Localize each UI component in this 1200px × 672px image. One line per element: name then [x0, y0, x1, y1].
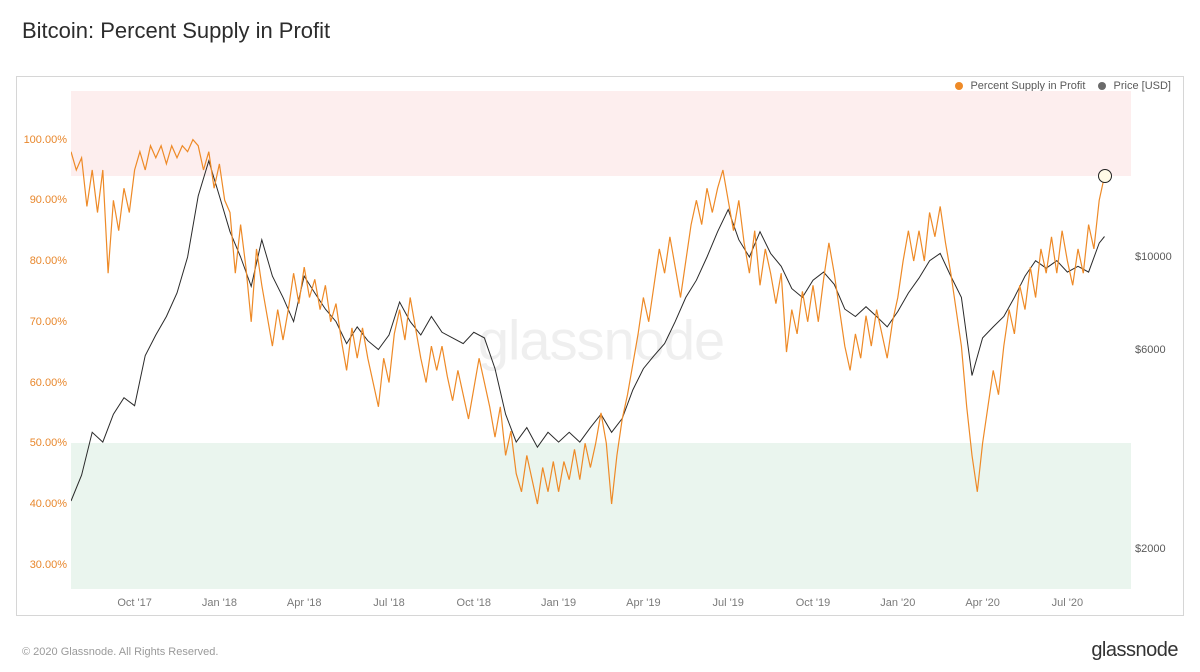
y-left-tick: 30.00% [21, 559, 67, 571]
brand-logo: glassnode [1091, 639, 1178, 662]
legend-dot-price [1098, 82, 1106, 90]
x-tick: Oct '18 [457, 597, 492, 609]
x-tick: Jul '20 [1052, 597, 1083, 609]
legend-dot-profit [955, 82, 963, 90]
y-left-tick: 70.00% [21, 316, 67, 328]
plot-area: glassnode 30.00%40.00%50.00%60.00%70.00%… [71, 91, 1131, 589]
x-tick: Apr '19 [626, 597, 661, 609]
x-tick: Oct '19 [796, 597, 831, 609]
x-tick: Jan '18 [202, 597, 237, 609]
profit-line [71, 140, 1105, 504]
y-right-tick: $10000 [1135, 251, 1181, 263]
y-right-tick: $6000 [1135, 344, 1181, 356]
copyright: © 2020 Glassnode. All Rights Reserved. [22, 646, 218, 658]
y-right-tick: $2000 [1135, 543, 1181, 555]
x-tick: Jul '18 [373, 597, 404, 609]
price-line [71, 161, 1105, 501]
y-left-tick: 50.00% [21, 437, 67, 449]
y-left-tick: 100.00% [21, 134, 67, 146]
y-left-tick: 60.00% [21, 377, 67, 389]
chart-svg [71, 91, 1131, 589]
x-tick: Jan '20 [880, 597, 915, 609]
y-left-tick: 40.00% [21, 498, 67, 510]
latest-marker [1098, 169, 1112, 183]
x-tick: Oct '17 [117, 597, 152, 609]
x-tick: Jul '19 [712, 597, 743, 609]
y-left-tick: 90.00% [21, 194, 67, 206]
x-tick: Apr '20 [965, 597, 1000, 609]
chart-frame: Percent Supply in Profit Price [USD] gla… [16, 76, 1184, 616]
y-left-tick: 80.00% [21, 255, 67, 267]
x-tick: Jan '19 [541, 597, 576, 609]
x-tick: Apr '18 [287, 597, 322, 609]
chart-title: Bitcoin: Percent Supply in Profit [22, 18, 330, 44]
